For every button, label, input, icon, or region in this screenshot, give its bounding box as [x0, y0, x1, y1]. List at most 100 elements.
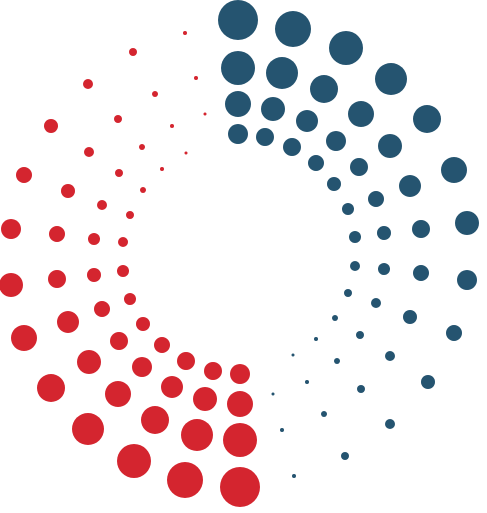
red-dot: [140, 187, 146, 193]
blue-dot: [403, 310, 417, 324]
red-dot: [72, 413, 104, 445]
red-dot: [161, 376, 183, 398]
red-dot: [87, 268, 101, 282]
blue-dot: [413, 265, 429, 281]
red-dot: [152, 91, 158, 97]
blue-dot: [385, 419, 395, 429]
blue-dot: [321, 411, 327, 417]
blue-dot: [455, 211, 479, 235]
blue-dot: [314, 337, 318, 341]
red-dot: [170, 124, 174, 128]
blue-dot: [350, 261, 360, 271]
blue-dot: [368, 191, 384, 207]
blue-dot: [377, 226, 391, 240]
blue-dot: [375, 63, 407, 95]
red-dot: [117, 444, 151, 478]
blue-dot: [283, 138, 301, 156]
red-dot: [44, 119, 58, 133]
red-dot: [139, 144, 145, 150]
blue-dot: [292, 474, 296, 478]
blue-dot: [291, 353, 295, 357]
red-dot: [220, 467, 260, 507]
blue-dot: [344, 289, 352, 297]
blue-dot: [357, 385, 365, 393]
red-dot: [124, 293, 136, 305]
red-dot: [181, 419, 213, 451]
blue-dot: [334, 358, 340, 364]
red-dot: [136, 317, 150, 331]
red-dot: [183, 31, 187, 35]
red-dot: [154, 337, 170, 353]
blue-dot: [457, 270, 477, 290]
blue-dot: [378, 134, 402, 158]
red-dot: [84, 147, 94, 157]
red-dot: [114, 115, 122, 123]
blue-dot: [261, 97, 285, 121]
red-dot: [204, 362, 222, 380]
blue-dot: [218, 0, 258, 40]
red-dot: [110, 332, 128, 350]
red-dot: [129, 48, 137, 56]
blue-dot: [341, 452, 349, 460]
red-dot: [97, 200, 107, 210]
blue-dot: [446, 325, 462, 341]
red-dot: [77, 350, 101, 374]
blue-dot-group: [218, 0, 479, 478]
blue-dot: [326, 131, 346, 151]
red-dot: [11, 325, 37, 351]
blue-dot: [296, 110, 318, 132]
red-dot: [126, 211, 134, 219]
red-dot: [37, 374, 65, 402]
blue-dot: [305, 380, 309, 384]
red-dot: [132, 357, 152, 377]
red-dot: [167, 462, 203, 498]
blue-dot: [280, 428, 284, 432]
blue-dot: [256, 128, 274, 146]
blue-dot: [310, 75, 338, 103]
red-dot: [57, 311, 79, 333]
red-dot: [223, 423, 257, 457]
red-dot: [160, 167, 164, 171]
red-dot: [117, 265, 129, 277]
red-dot: [83, 79, 93, 89]
red-dot: [230, 364, 250, 384]
red-dot: [1, 219, 21, 239]
blue-dot: [412, 220, 430, 238]
red-dot: [94, 301, 110, 317]
blue-dot: [421, 375, 435, 389]
blue-dot: [441, 157, 467, 183]
red-dot-group: [0, 31, 260, 507]
blue-dot: [349, 231, 361, 243]
red-dot: [16, 167, 32, 183]
blue-dot: [378, 263, 390, 275]
blue-dot: [342, 203, 354, 215]
blue-dot: [413, 105, 441, 133]
red-dot: [49, 226, 65, 242]
red-dot: [118, 237, 128, 247]
red-dot: [194, 76, 198, 80]
red-dot: [203, 112, 207, 116]
blue-dot: [329, 31, 363, 65]
blue-dot: [225, 91, 251, 117]
blue-dot: [221, 51, 255, 85]
blue-dot: [228, 124, 248, 144]
blue-dot: [308, 155, 324, 171]
blue-dot: [350, 158, 368, 176]
red-dot: [193, 387, 217, 411]
blue-dot: [275, 11, 311, 47]
blue-dot: [399, 175, 421, 197]
red-dot: [184, 151, 188, 155]
red-dot: [105, 381, 131, 407]
blue-dot: [371, 298, 381, 308]
red-dot: [227, 391, 253, 417]
red-dot: [115, 169, 123, 177]
red-dot: [61, 184, 75, 198]
red-dot: [0, 273, 23, 297]
red-dot: [48, 270, 66, 288]
blue-dot: [327, 177, 341, 191]
red-dot: [177, 352, 195, 370]
blue-dot: [385, 351, 395, 361]
blue-dot: [348, 101, 374, 127]
blue-dot: [271, 392, 275, 396]
